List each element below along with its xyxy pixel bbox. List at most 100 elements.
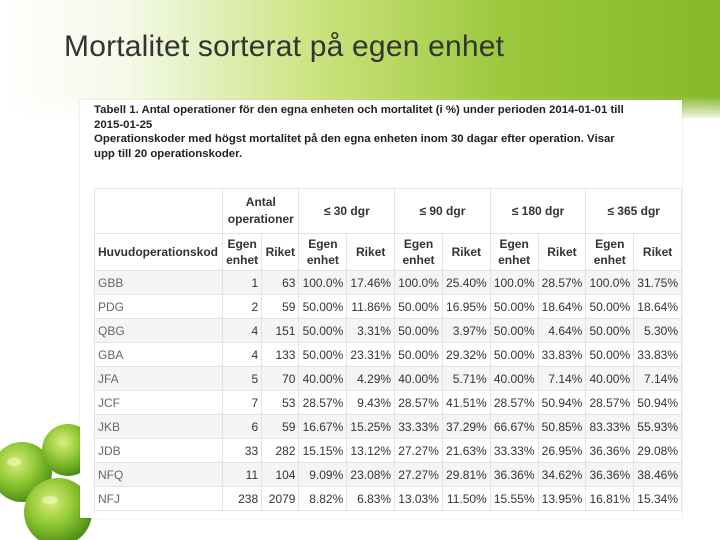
value-cell: 100.0% [298,270,348,295]
value-cell: 5.30% [633,318,682,343]
group-header-row: Antal operationer ≤ 30 dgr ≤ 90 dgr ≤ 18… [93,188,682,234]
header-180-dgr: ≤ 180 dgr [489,188,587,234]
value-cell: 50.00% [298,342,348,367]
value-cell: 7.14% [537,366,587,391]
value-cell: 6.83% [346,486,396,511]
value-cell: 50.00% [585,342,635,367]
value-cell: 29.32% [441,342,491,367]
header-90-dgr: ≤ 90 dgr [394,188,491,234]
value-cell: 2 [222,294,263,319]
table-row: NFJ 238 2079 8.82% 6.83% 13.03% 11.50% 15.55% 13… [93,486,682,511]
value-cell: 50.00% [489,318,539,343]
operation-code-cell: JCF [93,390,224,415]
value-cell: 13.12% [346,438,396,463]
value-cell: 11.86% [346,294,396,319]
caption-line-4: upp till 20 operationskoder. [94,147,243,160]
value-cell: 11 [222,462,263,487]
operation-code-cell: QBG [93,318,224,343]
value-cell: 50.00% [585,294,635,319]
value-cell: 28.57% [585,390,635,415]
header-riket: Riket [441,233,491,271]
value-cell: 25.40% [441,270,491,295]
value-cell: 33.83% [633,342,682,367]
value-cell: 50.85% [537,414,587,439]
operation-code-cell: GBB [93,270,224,295]
table-row: PDG 2 59 50.00% 11.86% 50.00% 16.95% 50.00% 18.6… [93,294,682,319]
value-cell: 15.34% [633,486,682,511]
value-cell: 282 [261,438,300,463]
value-cell: 28.57% [489,390,539,415]
header-antal-operationer: Antal operationer [222,188,300,234]
value-cell: 7 [222,390,263,415]
value-cell: 27.27% [394,438,443,463]
table-image-panel: Tabell 1. Antal operationer för den egna… [80,100,682,518]
value-cell: 3.31% [346,318,396,343]
value-cell: 18.64% [537,294,587,319]
value-cell: 2079 [261,486,300,511]
header-egen-enhet: Egen enhet [489,233,539,271]
header-riket: Riket [346,233,396,271]
table-row: GBA 4 133 50.00% 23.31% 50.00% 29.32% 50.00% 33.… [93,342,682,367]
value-cell: 36.36% [585,462,635,487]
value-cell: 100.0% [489,270,539,295]
value-cell: 38.46% [633,462,682,487]
value-cell: 23.31% [346,342,396,367]
header-egen-enhet: Egen enhet [394,233,443,271]
value-cell: 15.55% [489,486,539,511]
table-row: NFQ 11 104 9.09% 23.08% 27.27% 29.81% 36.36% 34.… [93,462,682,487]
value-cell: 66.67% [489,414,539,439]
table-row: JKB 6 59 16.67% 15.25% 33.33% 37.29% 66.67% 50.8… [93,414,682,439]
header-30-dgr: ≤ 30 dgr [298,188,396,234]
operation-code-cell: JFA [93,366,224,391]
value-cell: 29.81% [441,462,491,487]
header-huvudoperationskod: Huvudoperationskod [93,233,224,271]
value-cell: 40.00% [394,366,443,391]
value-cell: 33.33% [394,414,443,439]
value-cell: 15.25% [346,414,396,439]
value-cell: 21.63% [441,438,491,463]
value-cell: 50.00% [298,318,348,343]
sub-header-row: Huvudoperationskod Egen enhet Riket Egen… [93,233,682,271]
value-cell: 4 [222,342,263,367]
header-egen-enhet: Egen enhet [298,233,348,271]
value-cell: 1 [222,270,263,295]
value-cell: 238 [222,486,263,511]
value-cell: 28.57% [537,270,587,295]
value-cell: 83.33% [585,414,635,439]
value-cell: 33 [222,438,263,463]
value-cell: 50.00% [489,342,539,367]
value-cell: 4 [222,318,263,343]
value-cell: 36.36% [489,462,539,487]
value-cell: 7.14% [633,366,682,391]
operation-code-cell: NFJ [93,486,224,511]
value-cell: 100.0% [394,270,443,295]
value-cell: 13.03% [394,486,443,511]
value-cell: 8.82% [298,486,348,511]
value-cell: 70 [261,366,300,391]
value-cell: 23.08% [346,462,396,487]
value-cell: 37.29% [441,414,491,439]
table-row: JFA 5 70 40.00% 4.29% 40.00% 5.71% 40.00% 7.14% 4… [93,366,682,391]
value-cell: 33.83% [537,342,587,367]
header-365-dgr: ≤ 365 dgr [585,188,682,234]
value-cell: 28.57% [298,390,348,415]
value-cell: 9.43% [346,390,396,415]
value-cell: 6 [222,414,263,439]
header-egen-enhet: Egen enhet [222,233,263,271]
value-cell: 50.00% [585,318,635,343]
value-cell: 40.00% [489,366,539,391]
operation-code-cell: JKB [93,414,224,439]
value-cell: 3.97% [441,318,491,343]
table-row: GBB 1 63 100.0% 17.46% 100.0% 25.40% 100.0% 28.5… [93,270,682,295]
caption-line-3: Operationskoder med högst mortalitet på … [94,133,615,146]
value-cell: 34.62% [537,462,587,487]
value-cell: 50.00% [489,294,539,319]
value-cell: 104 [261,462,300,487]
value-cell: 16.95% [441,294,491,319]
value-cell: 50.00% [298,294,348,319]
value-cell: 50.94% [633,390,682,415]
value-cell: 40.00% [585,366,635,391]
value-cell: 40.00% [298,366,348,391]
value-cell: 17.46% [346,270,396,295]
value-cell: 50.00% [394,294,443,319]
